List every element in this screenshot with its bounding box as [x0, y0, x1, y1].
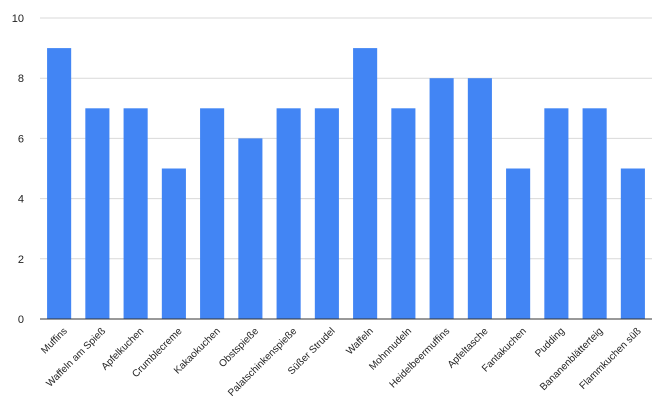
y-tick-label: 2: [18, 254, 24, 266]
bar: [200, 108, 225, 319]
bar: [544, 108, 569, 319]
bar: [85, 108, 110, 319]
x-tick-label: Muffins: [39, 326, 69, 356]
y-tick-label: 8: [18, 73, 24, 85]
bars: [47, 48, 645, 319]
y-tick-label: 6: [18, 133, 24, 145]
bar: [353, 48, 378, 319]
x-tick-label: Waffeln: [344, 326, 375, 357]
bar: [391, 108, 416, 319]
bar: [47, 48, 72, 319]
bar: [582, 108, 607, 319]
bar: [123, 108, 148, 319]
x-tick-label: Pudding: [533, 326, 567, 360]
bar: [238, 138, 263, 319]
x-tick-label: Palatschinkenspieße: [226, 326, 299, 399]
bar: [429, 78, 454, 319]
y-tick-label: 10: [12, 13, 24, 25]
y-tick-label: 0: [18, 314, 24, 326]
bar: [620, 168, 645, 319]
y-axis-ticks: 0 2 4 6 8 10: [12, 13, 24, 326]
bar: [467, 78, 492, 319]
y-tick-label: 4: [18, 194, 24, 206]
bar: [506, 168, 531, 319]
bar: [276, 108, 301, 319]
bar: [314, 108, 339, 319]
bar: [161, 168, 186, 319]
